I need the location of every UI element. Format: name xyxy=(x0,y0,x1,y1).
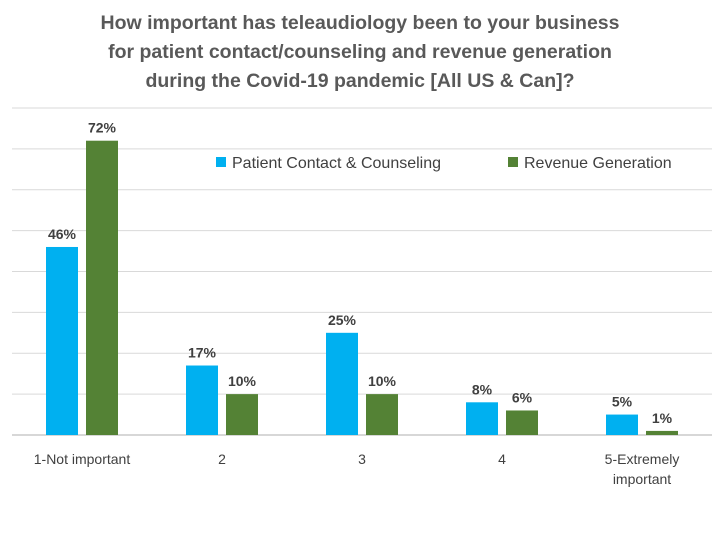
bar-series-2-category-3 xyxy=(366,394,398,435)
chart-title-line-3: during the Covid-19 pandemic [All US & C… xyxy=(145,70,574,92)
bar-series-2-category-2 xyxy=(226,394,258,435)
bars xyxy=(46,140,678,435)
bar-series-2-category-4 xyxy=(506,410,538,435)
data-label-series-1-category-4: 8% xyxy=(472,381,493,397)
legend-label-series-2: Revenue Generation xyxy=(524,155,672,172)
data-label-series-2-category-3: 10% xyxy=(368,373,397,389)
category-label-2: 2 xyxy=(218,451,226,467)
bar-series-1-category-4 xyxy=(466,402,498,435)
legend-label-series-1: Patient Contact & Counseling xyxy=(232,155,441,172)
category-label-5: 5-Extremely xyxy=(605,451,680,467)
data-label-series-2-category-1: 72% xyxy=(88,120,117,136)
data-label-series-2-category-2: 10% xyxy=(228,373,257,389)
category-label-5: important xyxy=(613,471,671,487)
bar-series-1-category-1 xyxy=(46,246,78,435)
category-axis-labels: 1-Not important 2 3 4 5-Extremely important xyxy=(34,451,680,487)
data-label-series-1-category-5: 5% xyxy=(612,394,633,410)
bar-series-1-category-5 xyxy=(606,414,638,435)
data-label-series-1-category-1: 46% xyxy=(48,226,77,242)
bar-series-2-category-5 xyxy=(646,430,678,435)
data-label-series-1-category-3: 25% xyxy=(328,312,357,328)
gridlines xyxy=(12,107,712,436)
data-label-series-2-category-5: 1% xyxy=(652,410,673,426)
data-label-series-2-category-4: 6% xyxy=(512,389,533,405)
legend: Patient Contact & Counseling Revenue Gene… xyxy=(216,155,672,172)
data-labels: 46% 72% 17% 10% 25% 10% 8% 6% 5% 1% xyxy=(48,120,673,426)
category-label-1: 1-Not important xyxy=(34,451,131,467)
chart-title-line-1: How important has teleaudiology been to … xyxy=(101,12,620,34)
bar-series-1-category-3 xyxy=(326,332,358,435)
chart-title: How important has teleaudiology been to … xyxy=(101,12,620,92)
category-label-4: 4 xyxy=(498,451,506,467)
bar-series-2-category-1 xyxy=(86,140,118,435)
bar-series-1-category-2 xyxy=(186,365,218,435)
legend-swatch-series-2 xyxy=(508,157,518,167)
category-label-3: 3 xyxy=(358,451,366,467)
data-label-series-1-category-2: 17% xyxy=(188,345,217,361)
legend-swatch-series-1 xyxy=(216,157,226,167)
chart-title-line-2: for patient contact/counseling and reven… xyxy=(108,41,612,63)
